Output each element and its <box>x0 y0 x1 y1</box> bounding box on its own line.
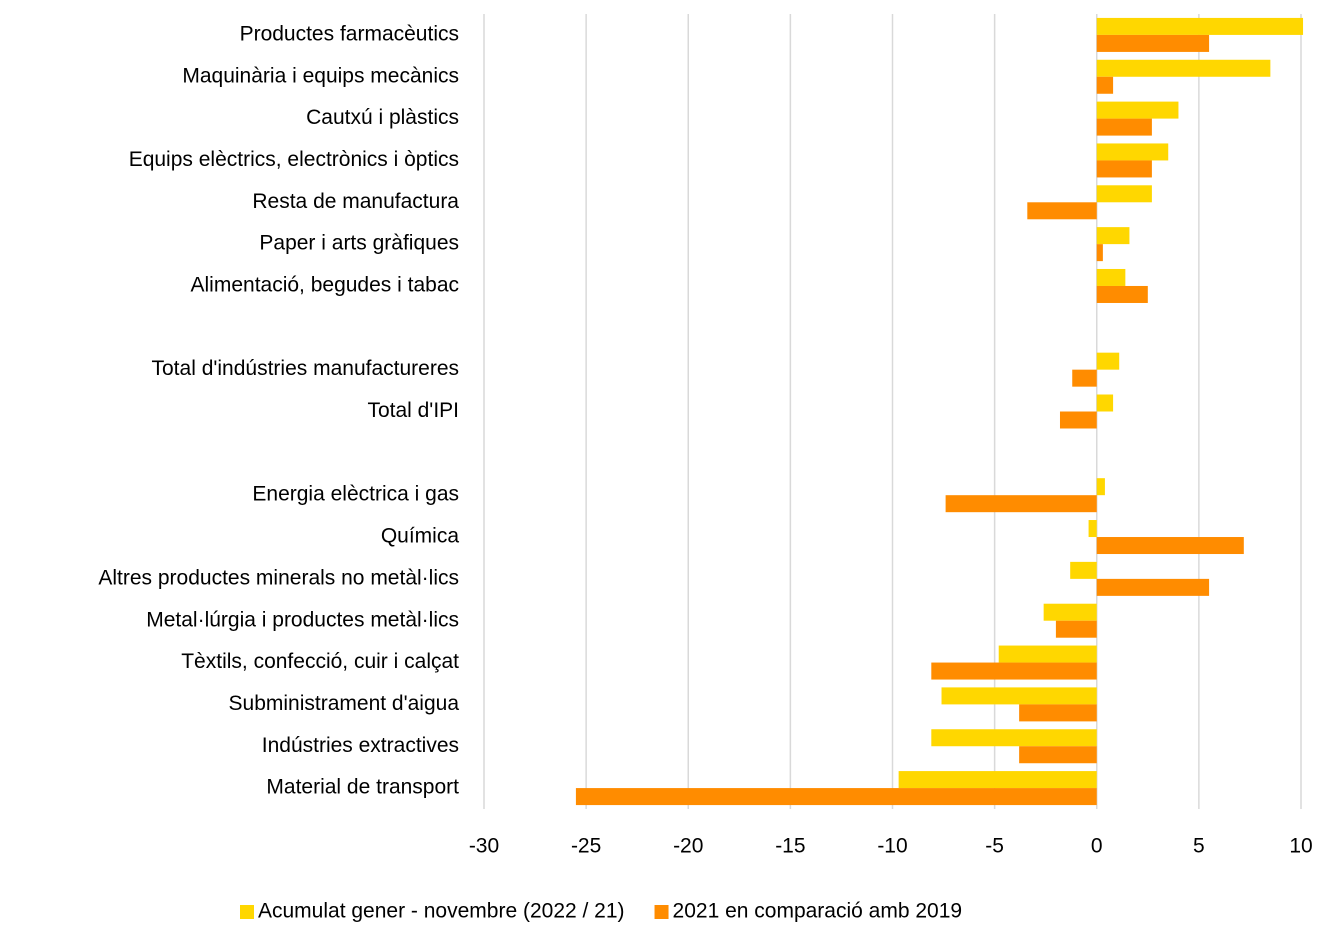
y-tick-label: Productes farmacèutics <box>240 22 459 45</box>
y-tick-label: Material de transport <box>266 776 459 799</box>
y-tick-label: Energia elèctrica i gas <box>252 483 459 506</box>
bar <box>1096 160 1152 178</box>
bar <box>898 771 1097 789</box>
bar <box>1096 394 1114 412</box>
bar <box>1096 34 1210 52</box>
bar <box>945 495 1097 513</box>
legend-label: Acumulat gener - novembre (2022 / 21) <box>258 900 625 923</box>
bar <box>1059 411 1097 429</box>
y-tick-label: Resta de manufactura <box>252 190 459 213</box>
bar <box>998 645 1097 663</box>
y-tick-label: Paper i arts gràfiques <box>259 232 459 255</box>
bar <box>941 687 1097 705</box>
legend-swatch <box>240 905 254 919</box>
y-tick-label: Total d'IPI <box>367 399 459 422</box>
bar <box>1096 244 1103 262</box>
bar <box>1096 185 1152 203</box>
bar <box>1027 202 1097 220</box>
x-tick-label: -30 <box>469 835 499 858</box>
legend-swatch <box>654 905 669 919</box>
y-tick-label: Altres productes minerals no metàl·lics <box>98 566 459 589</box>
x-tick-label: 5 <box>1193 835 1205 858</box>
bar <box>1019 746 1097 764</box>
y-tick-label: Subministrament d'aigua <box>229 692 460 715</box>
y-tick-label: Maquinària i equips mecànics <box>182 64 459 87</box>
bar <box>1096 578 1210 596</box>
y-tick-label: Metal·lúrgia i productes metàl·lics <box>146 608 459 631</box>
y-tick-label: Química <box>381 525 460 548</box>
y-tick-label: Cautxú i plàstics <box>306 106 459 129</box>
bar <box>1096 59 1271 77</box>
bar <box>1096 76 1114 94</box>
x-tick-label: -5 <box>985 835 1004 858</box>
y-tick-label: Tèxtils, confecció, cuir i calçat <box>181 650 459 673</box>
bar <box>1055 620 1097 638</box>
bar <box>1096 101 1179 119</box>
bar <box>575 788 1097 806</box>
bar <box>931 662 1097 680</box>
y-tick-label: Equips elèctrics, electrònics i òptics <box>129 148 459 171</box>
x-tick-label: 10 <box>1289 835 1312 858</box>
y-tick-label: Alimentació, begudes i tabac <box>191 274 460 297</box>
y-tick-label: Indústries extractives <box>262 734 459 757</box>
bar <box>1096 537 1244 555</box>
bar <box>1096 17 1304 35</box>
bar <box>1096 478 1105 496</box>
bar <box>1043 603 1097 621</box>
bar <box>931 729 1097 747</box>
bar <box>1096 285 1148 303</box>
bar <box>1019 704 1097 722</box>
bar <box>1096 352 1120 370</box>
x-tick-label: -25 <box>571 835 601 858</box>
bar <box>1096 118 1152 136</box>
bar <box>1070 561 1097 579</box>
y-tick-label: Total d'indústries manufactureres <box>152 357 460 380</box>
x-tick-label: -10 <box>877 835 907 858</box>
bar <box>1096 268 1126 286</box>
x-tick-label: 0 <box>1091 835 1103 858</box>
x-tick-label: -20 <box>673 835 703 858</box>
bar <box>1096 227 1130 245</box>
bar <box>1096 143 1169 161</box>
bar <box>1088 520 1097 538</box>
legend-label: 2021 en comparació amb 2019 <box>673 900 963 923</box>
bar <box>1072 369 1097 387</box>
x-tick-label: -15 <box>775 835 805 858</box>
